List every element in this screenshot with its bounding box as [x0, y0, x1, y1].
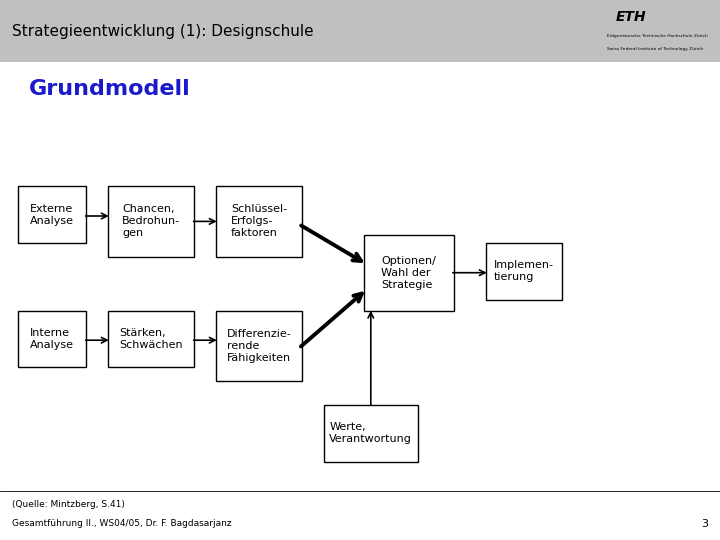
- FancyBboxPatch shape: [364, 235, 454, 310]
- Text: 3: 3: [701, 519, 708, 529]
- FancyBboxPatch shape: [0, 62, 720, 540]
- Text: Interne
Analyse: Interne Analyse: [30, 328, 74, 350]
- Text: Differenzie-
rende
Fähigkeiten: Differenzie- rende Fähigkeiten: [227, 329, 292, 362]
- Text: ETH: ETH: [616, 10, 647, 24]
- Text: Swiss Federal Institute of Technology Zürich: Swiss Federal Institute of Technology Zü…: [607, 46, 703, 51]
- Text: (Quelle: Mintzberg, S.41): (Quelle: Mintzberg, S.41): [12, 501, 125, 509]
- FancyBboxPatch shape: [486, 243, 562, 300]
- FancyBboxPatch shape: [216, 186, 302, 256]
- FancyBboxPatch shape: [108, 186, 194, 256]
- Text: Implemen-
tierung: Implemen- tierung: [494, 260, 554, 282]
- FancyBboxPatch shape: [324, 405, 418, 462]
- Text: Grundmodell: Grundmodell: [29, 79, 191, 99]
- FancyBboxPatch shape: [18, 186, 86, 243]
- Text: Gesamtführung II., WS04/05, Dr. F. Bagdasarjanz: Gesamtführung II., WS04/05, Dr. F. Bagda…: [12, 519, 231, 528]
- Text: Chancen,
Bedrohun-
gen: Chancen, Bedrohun- gen: [122, 205, 180, 238]
- FancyBboxPatch shape: [216, 310, 302, 381]
- FancyBboxPatch shape: [0, 0, 720, 62]
- Text: Eidgenössische Technische Hochschule Zürich: Eidgenössische Technische Hochschule Zür…: [607, 34, 708, 38]
- Text: Strategieentwicklung (1): Designschule: Strategieentwicklung (1): Designschule: [12, 24, 313, 39]
- Text: Schlüssel-
Erfolgs-
faktoren: Schlüssel- Erfolgs- faktoren: [231, 205, 287, 238]
- Text: Stärken,
Schwächen: Stärken, Schwächen: [120, 328, 183, 350]
- Text: Werte,
Verantwortung: Werte, Verantwortung: [329, 422, 413, 444]
- Text: Externe
Analyse: Externe Analyse: [30, 204, 74, 226]
- FancyBboxPatch shape: [108, 310, 194, 367]
- FancyBboxPatch shape: [18, 310, 86, 367]
- Text: Optionen/
Wahl der
Strategie: Optionen/ Wahl der Strategie: [381, 256, 436, 289]
